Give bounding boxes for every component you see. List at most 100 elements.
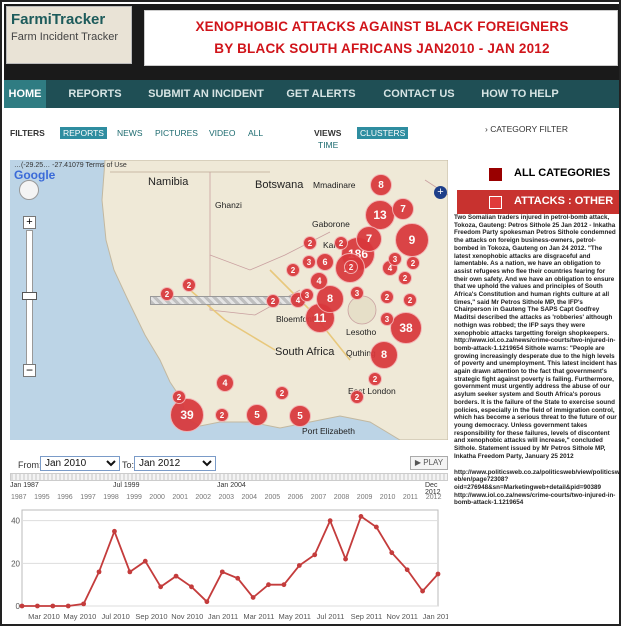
play-button[interactable]: ▶ PLAY: [410, 456, 448, 470]
y-tick-label: 40: [11, 517, 20, 526]
x-tick-label: May 2011: [279, 612, 311, 621]
cluster-marker[interactable]: 2: [266, 294, 280, 308]
filters-bar: FILTERS REPORTS NEWS PICTURES VIDEO ALL …: [4, 108, 619, 160]
cluster-marker[interactable]: 2: [275, 386, 289, 400]
cluster-marker[interactable]: 7: [392, 198, 414, 220]
data-point: [173, 573, 179, 579]
cluster-marker[interactable]: 3: [388, 252, 402, 266]
cluster-marker[interactable]: 2: [182, 278, 196, 292]
cluster-marker[interactable]: 4: [310, 272, 328, 290]
incident-map[interactable]: …(-29.25… -27.41079 Terms of Use Google …: [10, 160, 448, 440]
view-time[interactable]: TIME: [318, 140, 339, 150]
cluster-marker[interactable]: 2: [350, 390, 364, 404]
cluster-marker[interactable]: 5: [289, 405, 311, 427]
cluster-marker[interactable]: 39: [170, 398, 204, 432]
cluster-marker[interactable]: 2: [172, 390, 186, 404]
filter-reports[interactable]: REPORTS: [60, 127, 107, 139]
cluster-marker[interactable]: 3: [350, 286, 364, 300]
cluster-marker[interactable]: 2: [160, 287, 174, 301]
nav-contact-us[interactable]: CONTACT US: [383, 88, 455, 100]
data-point: [373, 524, 379, 530]
cluster-marker[interactable]: 5: [246, 404, 268, 426]
category-attacks-other[interactable]: ATTACKS : OTHER: [457, 190, 619, 214]
filter-video[interactable]: VIDEO: [209, 128, 236, 138]
nav-submit-incident[interactable]: SUBMIT AN INCIDENT: [148, 88, 264, 100]
slider-year-label: 2005: [264, 494, 281, 501]
filter-news[interactable]: NEWS: [117, 128, 143, 138]
cluster-marker[interactable]: 2: [380, 290, 394, 304]
cluster-marker[interactable]: 6: [316, 253, 334, 271]
slider-year-label: 2010: [379, 494, 396, 501]
nav-reports[interactable]: REPORTS: [68, 88, 122, 100]
data-point: [127, 569, 133, 575]
data-point: [204, 599, 210, 605]
nav-home[interactable]: HOME: [4, 80, 46, 108]
filter-all[interactable]: ALL: [248, 128, 264, 138]
data-point: [250, 595, 256, 600]
map-label: Lesotho: [346, 327, 377, 337]
view-clusters[interactable]: CLUSTERS: [357, 127, 409, 139]
category-swatch: [489, 196, 502, 209]
data-point: [435, 571, 441, 577]
cluster-marker[interactable]: 7: [356, 226, 382, 252]
data-point: [343, 556, 348, 562]
slider-year-label: 1997: [80, 494, 96, 501]
zoom-out-icon[interactable]: −: [23, 364, 36, 377]
slider-year-label: 2001: [172, 494, 188, 501]
cluster-marker[interactable]: 2: [215, 408, 229, 422]
cluster-marker[interactable]: 3: [300, 288, 314, 302]
map-label: Ghanzi: [215, 200, 242, 210]
slider-year-label: 1998: [103, 494, 119, 501]
slider-year-label: 1999: [126, 494, 142, 501]
zoom-in-icon[interactable]: +: [23, 216, 36, 229]
cluster-marker[interactable]: 2: [334, 236, 348, 250]
slider-year-label: 2008: [333, 494, 350, 501]
cluster-marker[interactable]: 3: [302, 255, 316, 269]
main-nav: HOME REPORTS SUBMIT AN INCIDENT GET ALER…: [4, 80, 619, 108]
map-coordinates: …(-29.25… -27.41079 Terms of Use: [14, 162, 127, 169]
slider-mid2-label: Jan 2004: [217, 482, 246, 489]
cluster-marker[interactable]: 38: [390, 312, 422, 344]
filter-pictures[interactable]: PICTURES: [155, 128, 198, 138]
pan-control-icon[interactable]: [19, 180, 39, 200]
map-add-icon[interactable]: +: [434, 186, 447, 199]
to-select[interactable]: Jan 2012: [134, 456, 216, 471]
zoom-slider-handle[interactable]: [22, 292, 37, 300]
data-point: [420, 588, 425, 594]
terms-of-use-link[interactable]: Terms of Use: [85, 162, 127, 169]
nav-get-alerts[interactable]: GET ALERTS: [286, 88, 356, 100]
x-tick-label: Nov 2010: [171, 612, 203, 621]
category-label: ALL CATEGORIES: [514, 167, 611, 179]
x-tick-label: May 2010: [63, 612, 96, 621]
cluster-marker[interactable]: 2: [303, 236, 317, 250]
cluster-marker[interactable]: 2: [286, 263, 300, 277]
logo[interactable]: FarmiTracker Farm Incident Tracker: [6, 6, 132, 64]
article-paragraph: Two Somalian traders injured in petrol-b…: [454, 214, 618, 460]
google-logo: Google: [14, 168, 56, 182]
article-links[interactable]: http://www.politicsweb.co.za/politicsweb…: [454, 468, 620, 507]
cluster-marker[interactable]: 13: [365, 200, 395, 230]
from-select[interactable]: Jan 2010: [40, 456, 120, 471]
banner-line-1: XENOPHOBIC ATTACKS AGAINST BLACK FOREIGN…: [195, 19, 569, 34]
data-point: [158, 584, 164, 590]
cluster-marker[interactable]: 3: [380, 312, 394, 326]
data-point: [50, 603, 56, 609]
cluster-marker[interactable]: 2: [368, 372, 382, 386]
cluster-marker[interactable]: 2: [403, 293, 417, 307]
cluster-marker[interactable]: 8: [370, 174, 392, 196]
data-point: [281, 582, 287, 588]
cluster-marker[interactable]: 2: [344, 260, 358, 274]
cluster-marker[interactable]: 2: [398, 271, 412, 285]
slider-year-label: 2011: [402, 494, 418, 501]
x-tick-label: Jan 2011: [208, 612, 238, 621]
cluster-marker[interactable]: 9: [395, 223, 429, 257]
x-tick-label: Jan 2012: [423, 612, 448, 621]
cluster-marker[interactable]: 2: [406, 256, 420, 270]
cluster-marker[interactable]: 8: [370, 341, 398, 369]
x-tick-label: Sep 2011: [351, 612, 383, 621]
cluster-marker[interactable]: 4: [216, 374, 234, 392]
chevron-right-icon[interactable]: ›: [485, 124, 488, 134]
time-slider-track[interactable]: [10, 473, 448, 481]
nav-how-to-help[interactable]: HOW TO HELP: [481, 88, 559, 100]
category-all[interactable]: ALL CATEGORIES: [457, 162, 619, 186]
